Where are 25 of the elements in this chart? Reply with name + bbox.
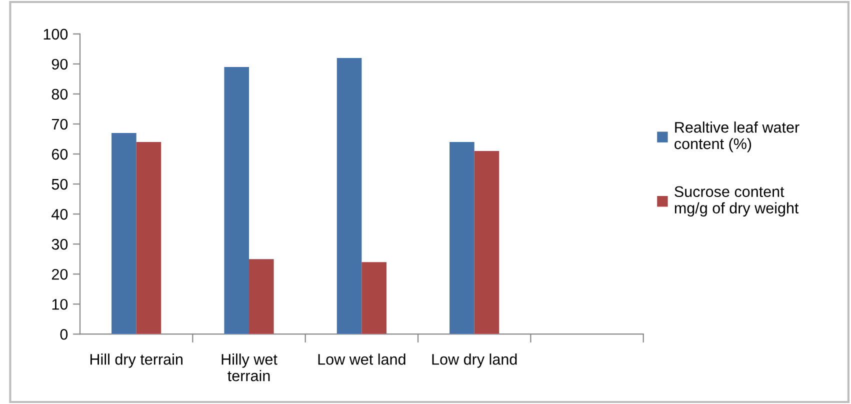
bar	[362, 262, 386, 334]
bar	[112, 132, 136, 334]
y-tick-label: 40	[52, 208, 68, 220]
bar	[450, 142, 474, 334]
bar	[136, 142, 162, 334]
x-tick-label: Low dry land	[432, 354, 517, 368]
legend-label: Sucrose content mg/g of dry weight	[674, 186, 799, 217]
x-tick-label: Low wet land	[318, 354, 406, 365]
y-tick-label: 90	[52, 58, 68, 70]
bar	[336, 58, 362, 334]
y-tick-label: 70	[52, 118, 68, 130]
legend-label: Realtive leaf water content (%)	[674, 122, 800, 152]
x-tick-label: Hill dry terrain	[90, 354, 182, 368]
y-tick-label: 10	[52, 298, 68, 310]
bar	[474, 151, 500, 334]
y-tick-label: 20	[52, 268, 68, 280]
y-tick-label: 0	[60, 328, 68, 340]
y-tick-label: 30	[52, 238, 68, 250]
y-tick-label: 60	[52, 148, 68, 160]
y-tick-label: 80	[52, 88, 68, 100]
x-tick-label: Hilly wet terrain	[222, 354, 278, 382]
y-tick-label: 100	[44, 28, 68, 40]
y-tick-label: 50	[52, 178, 68, 190]
bar	[249, 259, 274, 334]
bar	[224, 66, 250, 334]
